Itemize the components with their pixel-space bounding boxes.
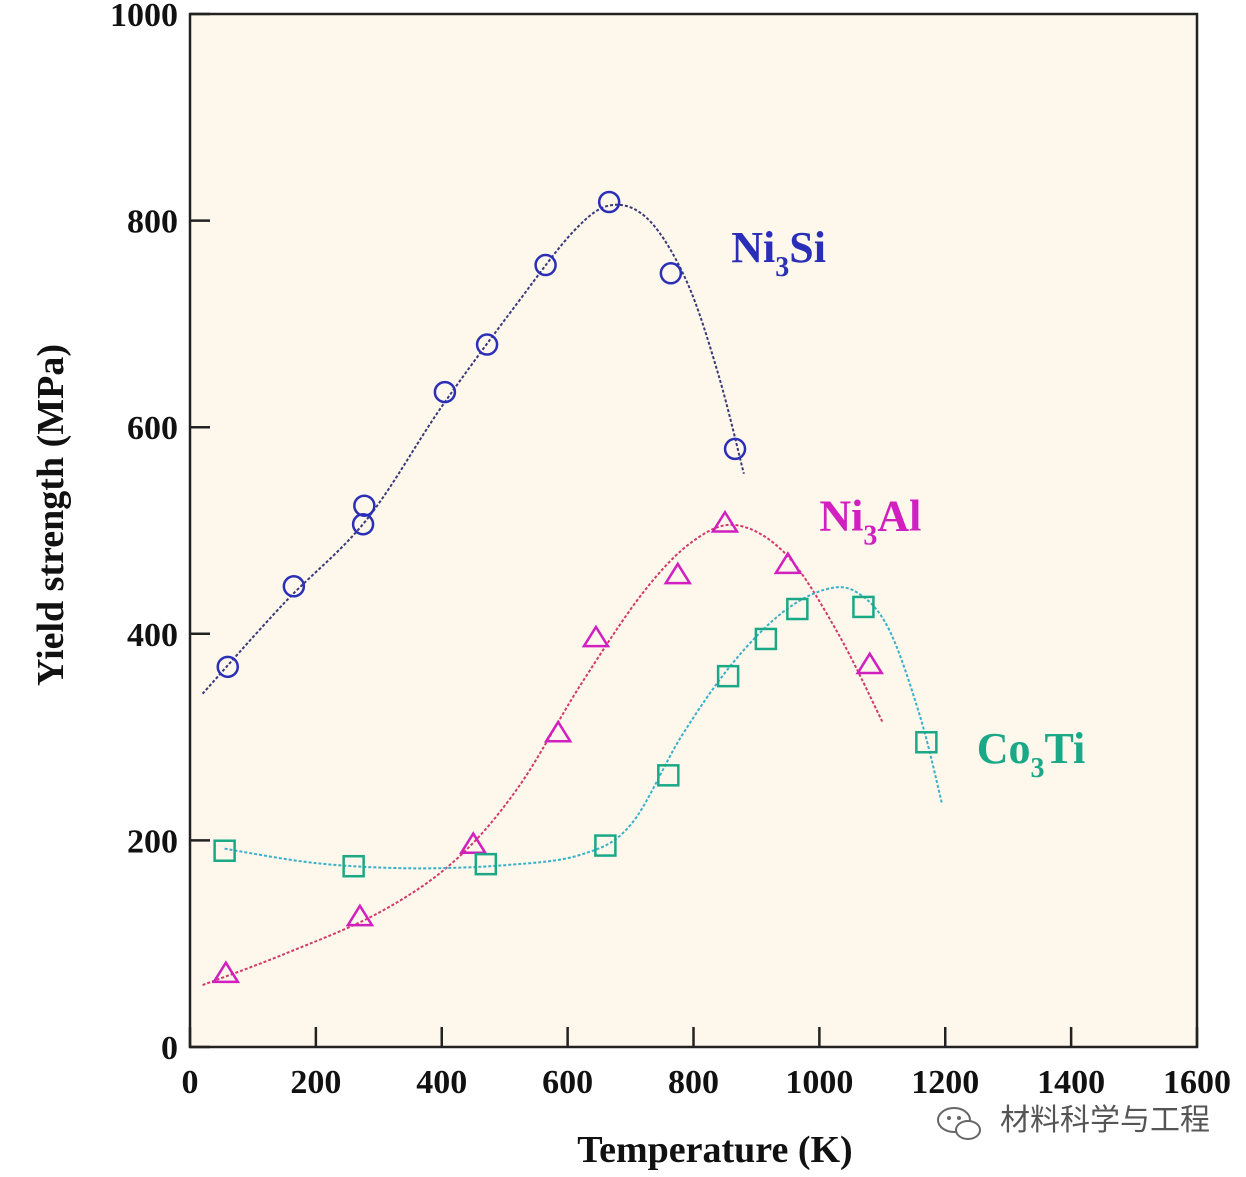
data-point-ni3al <box>855 651 884 675</box>
data-point-ni3al <box>458 831 488 855</box>
x-tick-label: 200 <box>290 1064 341 1101</box>
series-labels-layer: Ni3Si Ni3Al Co3Ti <box>731 223 1085 784</box>
data-point-ni3al <box>345 903 375 927</box>
data-point-ni3al <box>211 960 241 984</box>
data-point-co3ti <box>342 854 365 878</box>
series-curve-co3ti <box>224 586 944 870</box>
data-point-ni3si <box>282 575 306 598</box>
data-point-ni3al <box>543 719 573 743</box>
data-point-ni3si <box>351 513 375 536</box>
data-point-co3ti <box>716 664 740 688</box>
y-tick-label: 800 <box>127 204 178 241</box>
series-label-ni3al: Ni3Al <box>819 492 921 552</box>
y-axis-title: Yield strength (MPa) <box>30 344 72 686</box>
data-point-co3ti <box>754 627 778 651</box>
data-point-ni3si <box>475 333 499 356</box>
y-tick-label: 600 <box>127 410 178 447</box>
data-point-co3ti <box>657 764 680 787</box>
x-tick-label: 1200 <box>911 1064 979 1101</box>
data-point-ni3si <box>659 262 683 285</box>
watermark-text: 材料科学与工程 <box>1000 1103 1210 1138</box>
watermark: 材料科学与工程 <box>937 1103 1210 1140</box>
data-point-co3ti <box>852 595 875 619</box>
series-label-co3ti: Co3Ti <box>977 724 1086 784</box>
data-point-ni3si <box>723 437 747 461</box>
x-tick-label: 1400 <box>1037 1064 1105 1101</box>
y-tick-label: 400 <box>127 617 178 654</box>
x-tick-label: 0 <box>182 1064 199 1101</box>
data-point-co3ti <box>474 852 498 876</box>
data-point-co3ti <box>594 834 617 857</box>
data-point-ni3si <box>433 380 457 404</box>
data-point-ni3si <box>534 253 557 277</box>
data-point-ni3si <box>353 494 376 517</box>
data-point-ni3al <box>710 509 740 533</box>
x-tick-label: 1000 <box>785 1064 853 1101</box>
data-point-ni3si <box>216 655 240 679</box>
wechat-icon <box>937 1107 981 1140</box>
y-tick-label: 200 <box>127 823 178 860</box>
data-point-co3ti <box>915 731 938 754</box>
y-tick-label: 0 <box>161 1030 178 1067</box>
data-point-co3ti <box>213 839 236 862</box>
data-point-ni3al <box>773 551 803 575</box>
data-point-ni3al <box>581 624 611 648</box>
x-axis-title: Temperature (K) <box>577 1129 852 1171</box>
x-tick-label: 600 <box>542 1064 593 1101</box>
data-point-co3ti <box>786 597 809 621</box>
x-tick-label: 400 <box>416 1064 467 1101</box>
series-label-ni3si: Ni3Si <box>731 223 826 283</box>
plot-background <box>190 14 1197 1047</box>
x-tick-label: 800 <box>668 1064 719 1101</box>
x-tick-label: 1600 <box>1163 1064 1231 1101</box>
data-point-ni3al <box>663 561 693 585</box>
markers-layer <box>211 190 938 984</box>
ticks-layer: 0 200 400 600 800 1000 1200 1400 1600 0 200 400 600 8… <box>110 0 1231 1101</box>
data-point-ni3si <box>597 190 621 214</box>
y-tick-label: 1000 <box>110 0 178 34</box>
